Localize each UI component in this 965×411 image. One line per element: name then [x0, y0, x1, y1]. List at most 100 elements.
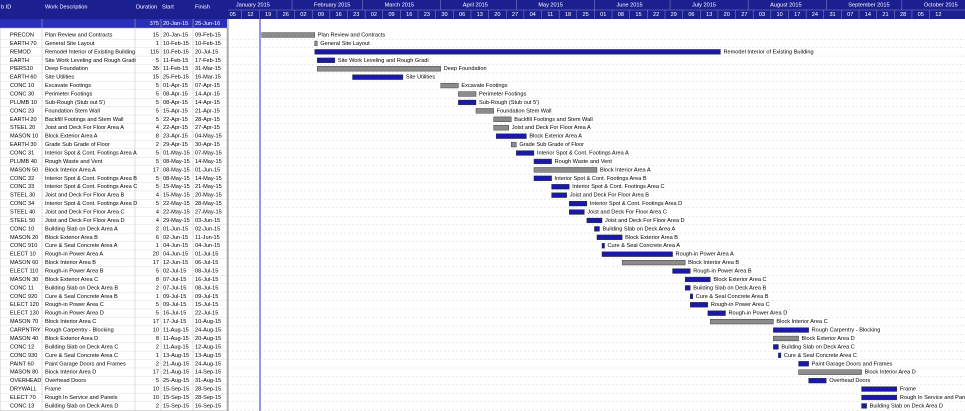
activity-id: ELECT 130 [10, 311, 39, 317]
activity-id: EARTH 20 [10, 117, 37, 123]
bar-label: Rough-in Power Area A [676, 252, 734, 258]
table-body [0, 27, 228, 411]
bar-label: Perimeter Footings [479, 91, 526, 97]
activity-description: Backfill Footings and Stem Wall [45, 117, 123, 123]
month-label: August 2015 [770, 2, 801, 8]
activity-finish: 20-May-15 [195, 193, 222, 199]
activity-finish: 09-Feb-15 [195, 32, 221, 38]
activity-finish: 14-May-15 [195, 159, 222, 165]
activity-id: STEEL 40 [10, 210, 35, 216]
activity-duration: 1 [156, 243, 159, 249]
week-label: 23 [353, 12, 359, 18]
activity-bar [601, 243, 605, 249]
activity-start: 09-Jul-15 [163, 294, 186, 300]
activity-id: ELECT 120 [10, 302, 39, 308]
activity-id: CONC 34 [10, 201, 34, 207]
activity-finish: 14-Apr-15 [195, 100, 220, 106]
week-label: 09 [388, 12, 394, 18]
bar-label: Cure & Seal Concrete Area C [784, 353, 857, 359]
activity-duration: 15 [153, 75, 159, 81]
activity-start: 02-Jul-15 [163, 269, 186, 275]
activity-finish: 30-Apr-15 [195, 142, 220, 148]
activity-bar [493, 116, 512, 122]
activity-bar [475, 108, 494, 114]
activity-start: 25-Feb-15 [163, 75, 189, 81]
activity-finish: 28-Sep-15 [195, 395, 221, 401]
activity-id: PIERS10 [10, 66, 33, 72]
activity-duration: 5 [156, 117, 159, 123]
bar-label: Joist and Deck For Floor Area D [605, 218, 685, 224]
activity-description: Overhead Doors [45, 378, 86, 384]
activity-finish: 22-Jul-15 [195, 311, 218, 317]
activity-start: 11-Aug-15 [163, 344, 189, 350]
activity-finish: 16-Mar-15 [195, 75, 221, 81]
activity-duration: 6 [156, 235, 159, 241]
activity-bar [516, 150, 535, 156]
summary-duration: 375 [150, 21, 159, 27]
activity-start: 11-Feb-15 [163, 58, 188, 64]
activity-description: Excavate Footings [45, 83, 91, 89]
activity-bar [551, 184, 570, 190]
week-label: 26 [283, 12, 289, 18]
activity-finish: 01-Jul-15 [195, 252, 218, 258]
activity-bar [314, 40, 318, 47]
activity-id: CARPNTRY [10, 328, 41, 334]
activity-start: 15-Sep-15 [163, 387, 189, 393]
bar-label: Block Interior Area D [865, 370, 916, 376]
week-label: 15 [635, 12, 641, 18]
week-label: 21 [882, 12, 888, 18]
activity-duration: 5 [156, 201, 159, 207]
activity-bar [533, 175, 552, 181]
column-header: Start [162, 4, 174, 10]
activity-duration: 17 [153, 260, 159, 266]
activity-bar [596, 234, 623, 240]
activity-duration: 4 [156, 125, 159, 131]
activity-duration: 2 [156, 403, 159, 409]
summary-finish: 25-Jun-16 [195, 21, 220, 27]
activity-bar [684, 285, 691, 291]
activity-description: Plan Review and Contracts [45, 32, 113, 38]
activity-id: PLUMB 40 [10, 159, 37, 165]
bar-label: Block Interior Area B [688, 260, 739, 266]
activity-id: MASON 80 [10, 370, 38, 376]
activity-id: STEEL 30 [10, 193, 35, 199]
activity-id: MASON 40 [10, 336, 38, 342]
activity-bar [317, 57, 336, 63]
activity-duration: 5 [156, 176, 159, 182]
activity-id: CONC 13 [10, 403, 34, 409]
activity-start: 22-May-15 [163, 201, 190, 207]
bar-label: Block Exterior Area B [625, 235, 678, 241]
bar-label: Interior Spot & Cont. Footings Area C [572, 184, 664, 190]
activity-description: Rough Waste and Vent [45, 159, 103, 165]
activity-bar [861, 386, 898, 392]
activity-finish: 04-Jun-15 [195, 243, 220, 249]
activity-description: Building Slab on Deck Area C [45, 344, 118, 350]
activity-finish: 11-Jun-15 [195, 235, 220, 241]
activity-duration: 1 [156, 294, 159, 300]
activity-description: Cure & Seal Concrete Area A [45, 243, 118, 249]
activity-description: Sub-Rough (Stub out 5') [45, 100, 105, 106]
week-label: 02 [371, 12, 377, 18]
bar-label: Backfill Footings and Stem Wall [514, 117, 592, 123]
activity-id: PAINT 60 [10, 361, 34, 367]
activity-id: EARTH 60 [10, 75, 37, 81]
activity-id: CONC 11 [10, 285, 34, 291]
activity-start: 11-Feb-15 [163, 66, 188, 72]
bar-label: Interior Spot & Cont. Footings Area A [537, 151, 629, 157]
week-label: 12 [247, 12, 253, 18]
activity-finish: 27-Apr-15 [195, 125, 220, 131]
activity-start: 08-Apr-15 [163, 91, 188, 97]
activity-bar [458, 99, 477, 106]
activity-finish: 31-Aug-15 [195, 378, 221, 384]
activity-bar [314, 49, 721, 55]
activity-id: CONC 32 [10, 176, 34, 182]
week-label: 25 [582, 12, 588, 18]
activity-start: 15-May-15 [163, 184, 190, 190]
activity-duration: 2 [156, 226, 159, 232]
bar-label: Building Slab on Deck Area D [870, 403, 943, 409]
week-label: 31 [829, 12, 835, 18]
bar-label: Rough-in Power Area C [711, 302, 770, 308]
activity-description: Site Utilities [45, 75, 74, 81]
activity-description: General Site Layout [45, 41, 95, 47]
